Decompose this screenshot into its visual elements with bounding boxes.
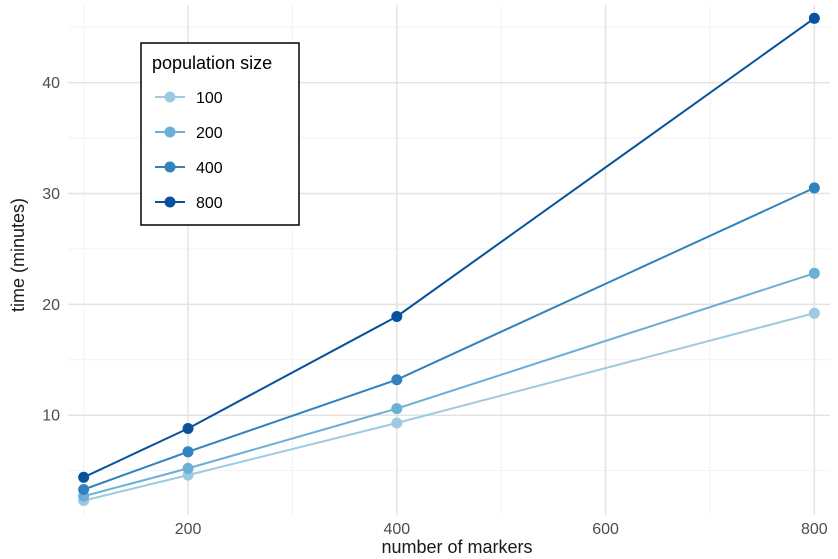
y-tick-label: 40 [42,75,60,92]
y-axis-title: time (minutes) [8,198,28,312]
series-line-400 [83,186,815,491]
series-800 [78,12,820,483]
legend-items: 100 200 400 800 [155,90,223,212]
data-point-200 [391,403,403,415]
data-point-400 [78,484,90,495]
data-point-100 [391,417,403,429]
legend-item-800: 800 [155,195,223,212]
series-line-800 [83,17,815,479]
legend-item-100: 100 [155,90,223,107]
series-line-100 [83,312,815,502]
y-tick-label: 10 [42,408,60,425]
series-layer [78,12,820,507]
legend-swatch-marker [164,91,176,103]
data-point-800 [808,12,820,24]
legend-label: 100 [196,90,223,107]
legend-item-400: 400 [155,160,223,177]
x-tick-label: 800 [801,521,828,538]
y-tick-label: 30 [42,186,60,203]
series-line-200 [83,272,815,498]
legend-label: 200 [196,125,223,142]
legend-label: 800 [196,195,223,212]
x-tick-label: 200 [175,521,202,538]
y-tick-label: 20 [42,297,60,314]
data-point-400 [182,446,194,458]
legend-item-200: 200 [155,125,223,142]
legend-swatch-marker [164,126,176,138]
data-point-400 [808,182,820,194]
legend: population size 100 200 400 800 [140,42,300,226]
series-200 [78,267,820,502]
legend-title: population size [152,53,272,73]
legend-label: 400 [196,160,223,177]
x-axis-title: number of markers [381,537,532,557]
data-point-400 [391,374,403,386]
x-tick-label: 600 [592,521,619,538]
data-point-200 [808,267,820,279]
x-tick-label: 400 [383,521,410,538]
data-point-800 [78,471,90,483]
axis-layer: 10 20 30 40 200 400 600 800 [42,75,828,538]
data-point-100 [808,307,820,319]
data-point-200 [182,462,194,474]
data-point-800 [391,311,403,323]
data-point-800 [182,423,194,435]
series-400 [78,182,820,495]
legend-swatch-marker [164,196,176,208]
series-100 [78,307,820,507]
legend-swatch-marker [164,161,176,173]
